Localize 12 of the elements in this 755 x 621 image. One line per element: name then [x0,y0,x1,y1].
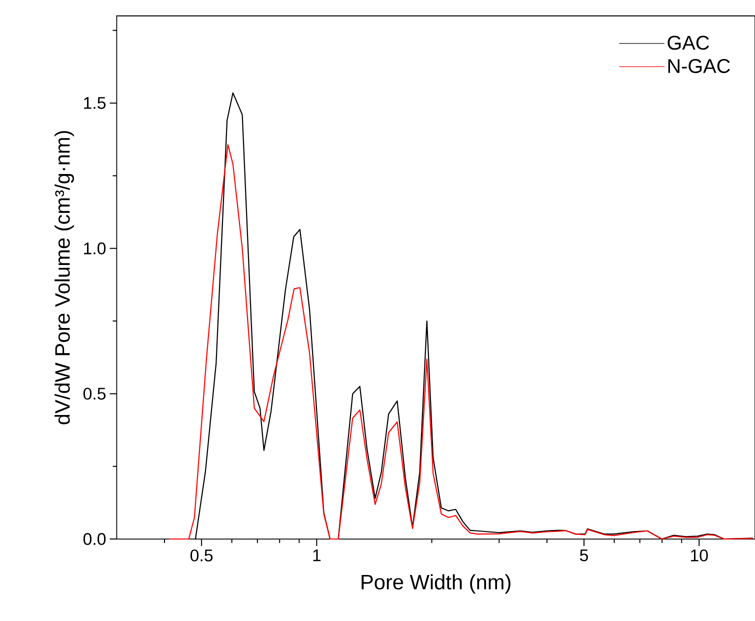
legend-label: GAC [668,36,709,50]
y-tick-label: 0.0 [83,532,106,545]
y-tick-label: 0.5 [83,388,106,400]
y-axis-title: dV/dW Pore Volume (cm³/g·nm) [54,130,74,424]
x-tick-label: 5 [580,549,588,562]
y-tick-label: 1.0 [84,242,106,254]
x-tick-label: 1 [313,549,321,561]
y-tick-label: 1.5 [84,96,106,109]
x-tick-label: 10 [691,549,708,562]
x-axis-title: Pore Width (nm) [362,574,510,594]
legend-label: N-GAC [668,58,730,73]
x-tick-label: 0.5 [190,549,213,562]
